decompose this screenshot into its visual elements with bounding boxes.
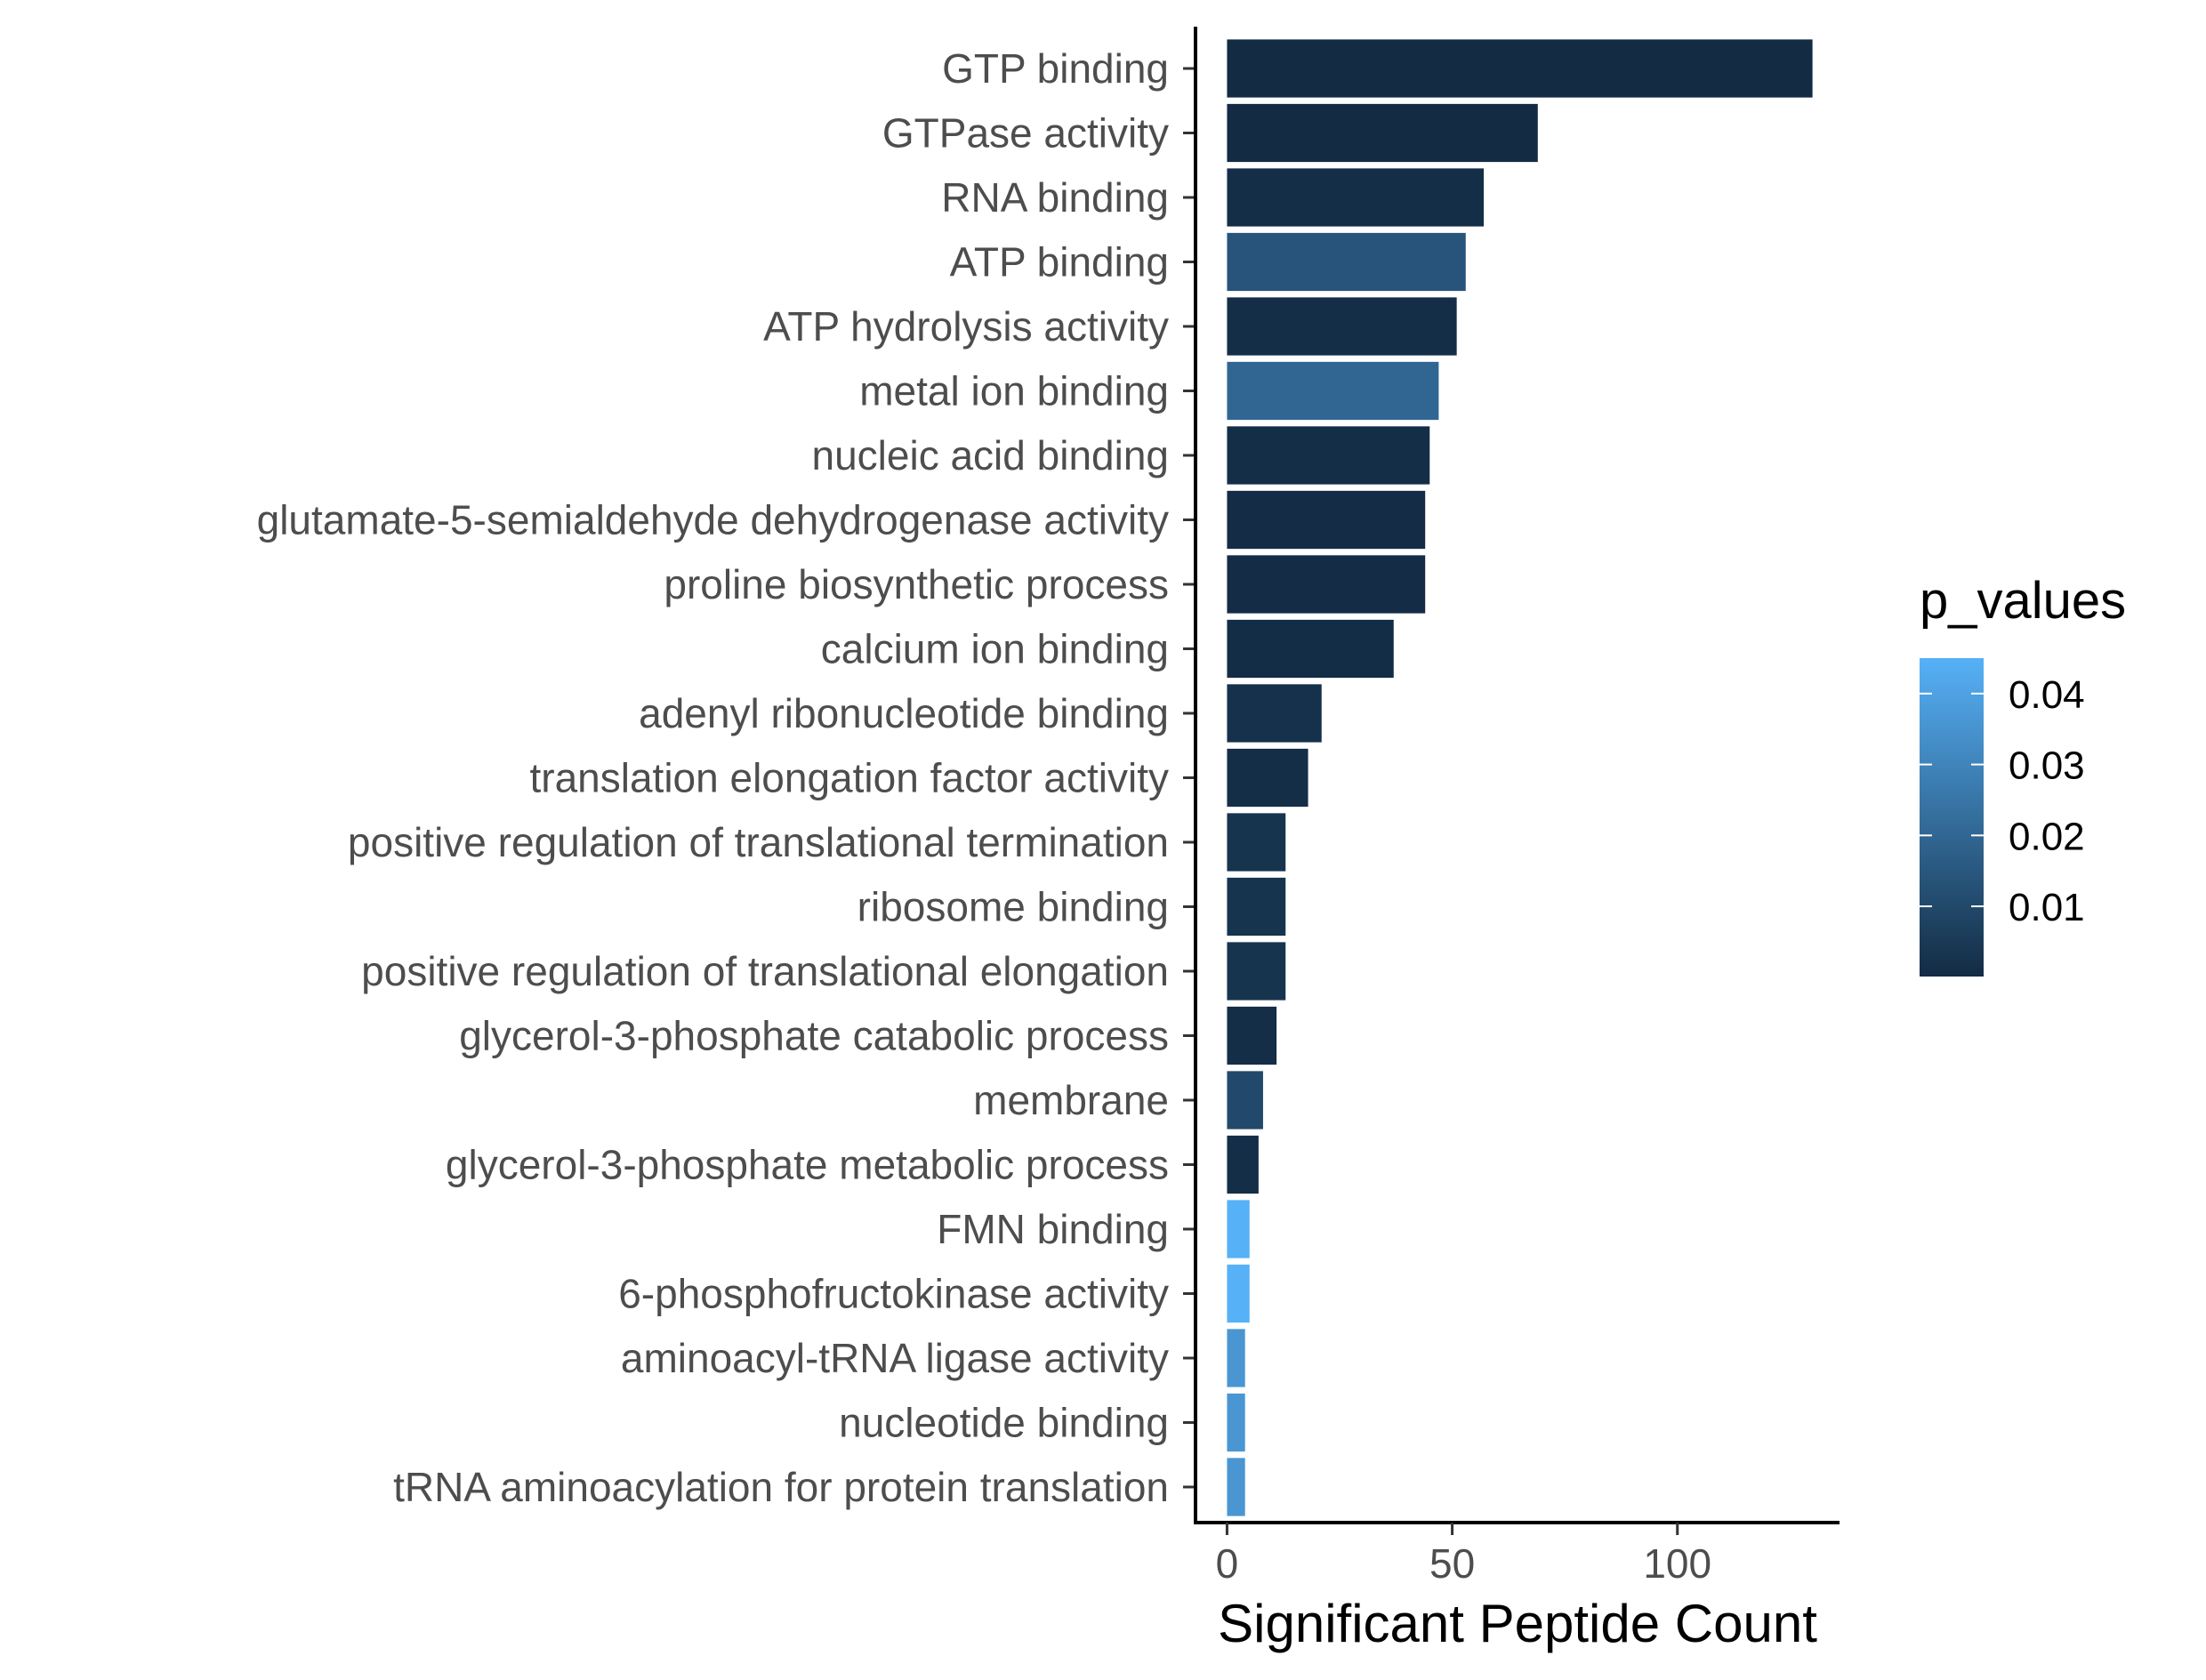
bar: [1227, 942, 1286, 1001]
legend-ticks: 0.01 0.02 0.03 0.04: [1920, 673, 2085, 929]
bar: [1227, 103, 1538, 163]
legend-tick-label: 0.01: [2009, 886, 2085, 929]
bar: [1227, 232, 1466, 292]
bar: [1227, 39, 1813, 98]
category-label: metal ion binding: [859, 368, 1169, 414]
bar: [1227, 1458, 1245, 1516]
category-labels: GTP binding GTPase activity RNA binding ATP…: [257, 45, 1169, 1510]
category-label: positive regulation of translational ter…: [348, 819, 1169, 865]
x-tick-label: 0: [1216, 1540, 1239, 1587]
bar: [1227, 490, 1426, 550]
y-axis-ticks: [1183, 67, 1196, 1489]
bar: [1227, 684, 1322, 743]
bar: [1227, 1135, 1259, 1194]
bar: [1227, 555, 1426, 614]
legend-title: p_values: [1920, 572, 2126, 630]
category-label: adenyl ribonucleotide binding: [639, 690, 1169, 736]
bar: [1227, 1329, 1245, 1387]
category-label: aminoacyl-tRNA ligase activity: [621, 1335, 1169, 1381]
x-axis-title: Significant Peptide Count: [1218, 1594, 1817, 1653]
category-label: 6-phosphofructokinase activity: [618, 1271, 1169, 1317]
legend-tick-label: 0.03: [2009, 744, 2085, 788]
bar: [1227, 813, 1286, 872]
category-label: tRNA aminoacylation for protein translat…: [393, 1464, 1169, 1510]
legend-tick-label: 0.04: [2009, 673, 2085, 717]
bar: [1227, 168, 1485, 227]
category-label: proline biosynthetic process: [664, 561, 1169, 607]
category-label: glycerol-3-phosphate catabolic process: [459, 1013, 1169, 1059]
category-label: ATP hydrolysis activity: [763, 303, 1169, 350]
bar: [1227, 361, 1439, 421]
x-axis-ticks: 0 50 100: [1216, 1523, 1711, 1587]
category-label: membrane: [973, 1077, 1169, 1123]
category-label: GTP binding: [942, 45, 1169, 92]
category-label: nucleic acid binding: [812, 432, 1170, 478]
category-label: FMN binding: [937, 1206, 1169, 1252]
bar: [1227, 297, 1457, 356]
category-label: glutamate-5-semialdehyde dehydrogenase a…: [257, 497, 1169, 543]
category-label: ribosome binding: [857, 884, 1169, 930]
bars: [1227, 39, 1813, 1516]
bar: [1227, 426, 1430, 485]
category-label: RNA binding: [941, 174, 1169, 221]
legend-tick-label: 0.02: [2009, 815, 2085, 858]
bar: [1227, 1006, 1277, 1065]
category-label: nucleotide binding: [839, 1400, 1169, 1446]
x-tick-label: 50: [1429, 1540, 1475, 1587]
color-legend: p_values 0.01 0.02 0.03 0.04: [1920, 572, 2126, 977]
category-label: GTPase activity: [882, 110, 1169, 157]
bar: [1227, 1264, 1250, 1323]
bar: [1227, 1393, 1245, 1452]
bar: [1227, 1071, 1263, 1129]
bar: [1227, 619, 1394, 679]
category-label: glycerol-3-phosphate metabolic process: [446, 1142, 1169, 1188]
category-label: translation elongation factor activity: [529, 755, 1169, 801]
bar: [1227, 748, 1308, 808]
category-label: ATP binding: [950, 239, 1169, 285]
legend-color-bar: [1920, 658, 1984, 977]
category-label: calcium ion binding: [821, 626, 1169, 672]
x-tick-label: 100: [1643, 1540, 1711, 1587]
bar: [1227, 1200, 1250, 1258]
bar: [1227, 877, 1286, 936]
category-label: positive regulation of translational elo…: [361, 948, 1169, 994]
